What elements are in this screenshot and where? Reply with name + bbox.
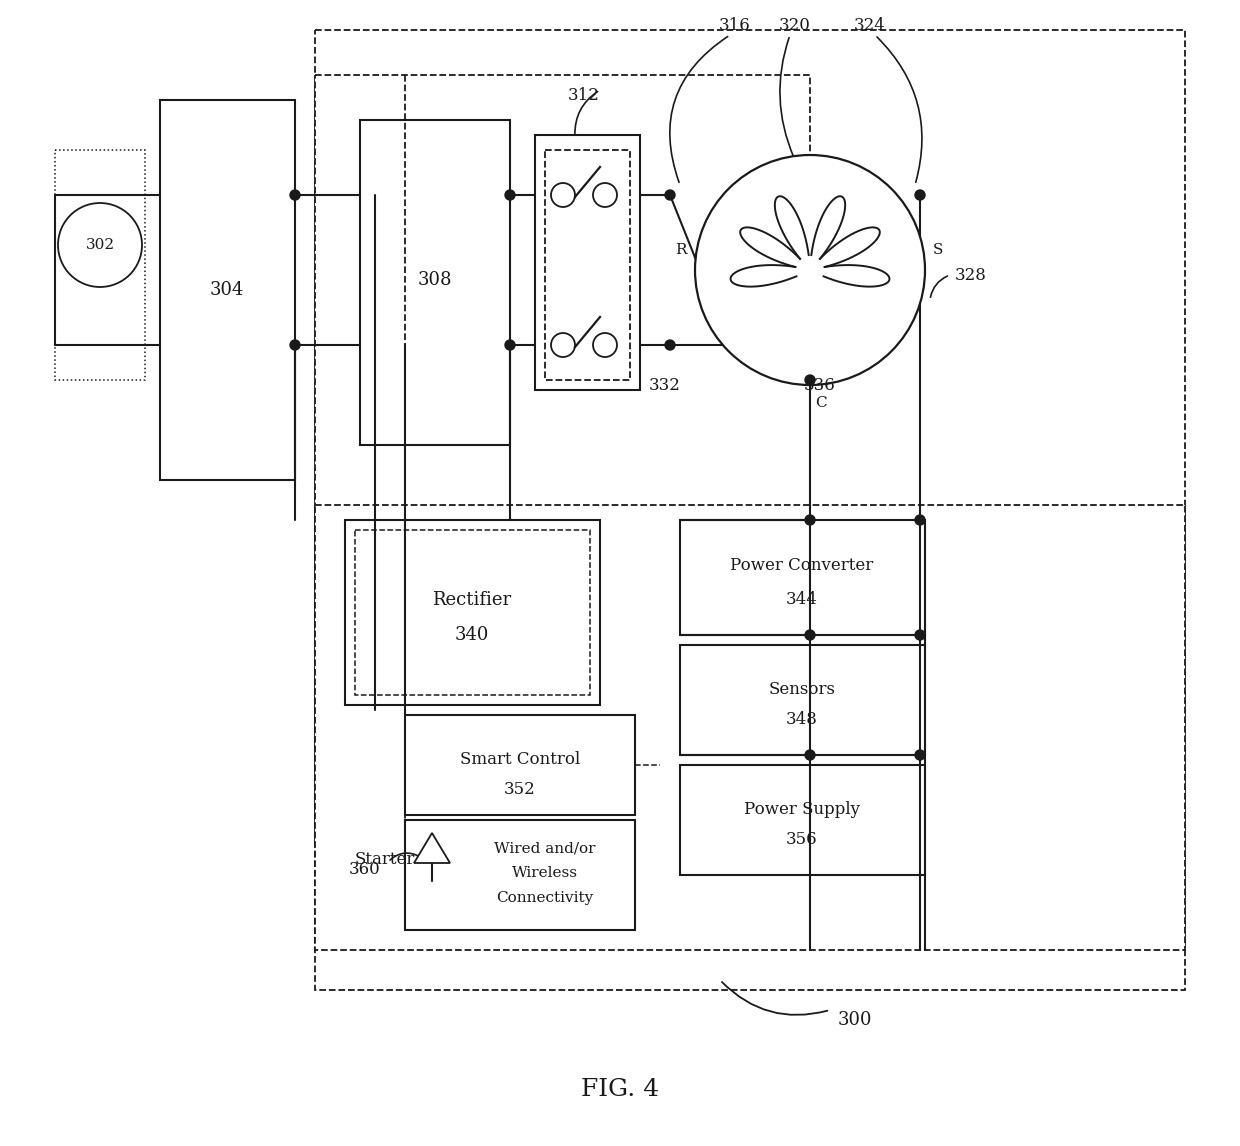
Text: 300: 300 [838, 1011, 872, 1029]
Circle shape [593, 183, 618, 207]
Bar [315, 30, 1185, 990]
Bar [546, 150, 630, 380]
Text: 356: 356 [786, 832, 818, 848]
Circle shape [915, 630, 925, 639]
Bar [680, 520, 925, 635]
Text: 302: 302 [86, 238, 114, 252]
Text: FIG. 4: FIG. 4 [580, 1078, 660, 1101]
Bar [345, 520, 600, 705]
Circle shape [805, 630, 815, 639]
Circle shape [805, 375, 815, 385]
Circle shape [58, 203, 143, 286]
Circle shape [551, 333, 575, 358]
Circle shape [593, 333, 618, 358]
Text: 332: 332 [649, 377, 681, 393]
Text: Wireless: Wireless [512, 866, 578, 880]
Text: 348: 348 [786, 712, 818, 729]
Text: Power Supply: Power Supply [744, 801, 861, 818]
Text: 304: 304 [210, 281, 244, 299]
Bar [315, 74, 810, 845]
Bar [680, 645, 925, 755]
Bar [360, 120, 510, 445]
Text: Smart Control: Smart Control [460, 752, 580, 769]
Text: 320: 320 [779, 16, 811, 33]
Bar [405, 715, 635, 815]
Text: Wired and/or: Wired and/or [495, 841, 595, 855]
Text: C: C [815, 397, 827, 410]
Text: 352: 352 [505, 782, 536, 799]
Circle shape [505, 340, 515, 350]
Text: 312: 312 [568, 86, 600, 103]
Circle shape [665, 190, 675, 201]
Bar [680, 766, 925, 876]
Text: 324: 324 [854, 16, 885, 33]
Circle shape [915, 749, 925, 760]
Text: 308: 308 [418, 270, 453, 289]
Bar [55, 150, 145, 380]
Text: Connectivity: Connectivity [496, 890, 594, 905]
Text: S: S [932, 243, 944, 257]
Bar [355, 529, 590, 694]
Circle shape [290, 340, 300, 350]
Circle shape [915, 190, 925, 201]
Text: 344: 344 [786, 591, 818, 609]
Bar [160, 100, 295, 480]
Circle shape [665, 340, 675, 350]
Circle shape [805, 749, 815, 760]
Text: 340: 340 [455, 626, 490, 644]
Text: R: R [676, 243, 687, 257]
Text: Rectifier: Rectifier [433, 591, 512, 609]
Polygon shape [414, 833, 450, 863]
Circle shape [505, 190, 515, 201]
Circle shape [694, 155, 925, 385]
Text: 360: 360 [350, 862, 381, 879]
Circle shape [915, 515, 925, 525]
Text: Power Converter: Power Converter [730, 557, 874, 573]
Text: Starter: Starter [355, 851, 415, 869]
Bar [405, 821, 635, 931]
Circle shape [551, 183, 575, 207]
Circle shape [290, 190, 300, 201]
Text: 316: 316 [719, 16, 751, 33]
Text: Sensors: Sensors [769, 682, 836, 699]
Circle shape [805, 515, 815, 525]
Bar [534, 135, 640, 390]
Text: 336: 336 [804, 377, 836, 393]
Bar [315, 505, 1185, 950]
Text: 328: 328 [955, 267, 987, 283]
